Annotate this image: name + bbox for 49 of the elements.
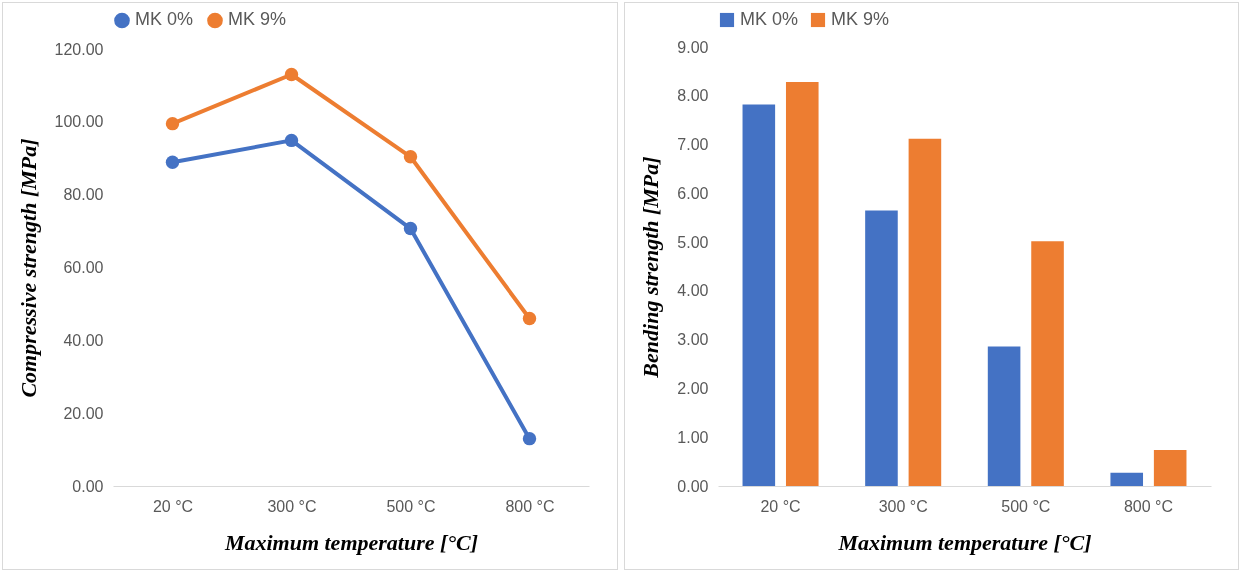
point bbox=[165, 116, 180, 131]
bar bbox=[742, 104, 775, 486]
x-tick-label: 500 °C bbox=[386, 497, 436, 515]
y-tick-label: 120.00 bbox=[54, 40, 104, 58]
y-axis-title: Compressive strength [MPa] bbox=[15, 138, 41, 398]
y-tick-label: 6.00 bbox=[676, 184, 709, 202]
bar bbox=[785, 82, 819, 486]
bar bbox=[1030, 241, 1064, 486]
y-tick-label: 1.00 bbox=[676, 428, 709, 446]
x-tick-label: 800 °C bbox=[1123, 497, 1173, 515]
y-tick-label: 4.00 bbox=[676, 282, 709, 300]
y-tick-label: 5.00 bbox=[676, 233, 709, 251]
y-tick-label: 3.00 bbox=[676, 331, 709, 349]
point bbox=[522, 311, 537, 326]
x-tick-label: 20 °C bbox=[152, 497, 194, 515]
y-tick-label: 7.00 bbox=[676, 136, 709, 154]
bar bbox=[987, 346, 1020, 486]
y-tick-label: 9.00 bbox=[676, 38, 709, 56]
x-tick-label: 300 °C bbox=[878, 497, 928, 515]
point bbox=[403, 150, 418, 164]
y-axis-title: Bending strength [MPa] bbox=[637, 156, 663, 379]
y-tick-label: 80.00 bbox=[63, 186, 104, 204]
legend-label: MK 9% bbox=[228, 9, 287, 30]
x-tick-label: 500 °C bbox=[1000, 497, 1050, 515]
point bbox=[403, 221, 418, 236]
point bbox=[165, 155, 180, 169]
bar bbox=[908, 138, 941, 486]
legend-label: MK 0% bbox=[135, 9, 194, 30]
y-tick-label: 60.00 bbox=[63, 259, 104, 276]
bar bbox=[864, 210, 898, 486]
point bbox=[522, 431, 537, 446]
legend-label: MK 9% bbox=[830, 9, 889, 29]
y-tick-label: 2.00 bbox=[676, 379, 709, 397]
y-tick-label: 0.00 bbox=[72, 477, 104, 495]
legend-label: MK 0% bbox=[739, 9, 798, 29]
x-tick-label: 300 °C bbox=[267, 497, 317, 515]
point bbox=[284, 67, 299, 82]
bar bbox=[1109, 472, 1143, 486]
bar bbox=[1153, 449, 1186, 486]
y-tick-label: 40.00 bbox=[63, 331, 104, 349]
x-tick-label: 800 °C bbox=[505, 497, 555, 515]
x-axis-title: Maximum temperature [°C] bbox=[223, 529, 479, 555]
x-tick-label: 20 °C bbox=[759, 497, 801, 515]
y-tick-label: 8.00 bbox=[676, 87, 709, 105]
x-axis-title: Maximum temperature [°C] bbox=[836, 529, 1092, 555]
y-tick-label: 0.00 bbox=[676, 477, 709, 495]
point bbox=[284, 133, 299, 148]
y-tick-label: 100.00 bbox=[54, 113, 104, 131]
y-tick-label: 20.00 bbox=[63, 404, 104, 422]
